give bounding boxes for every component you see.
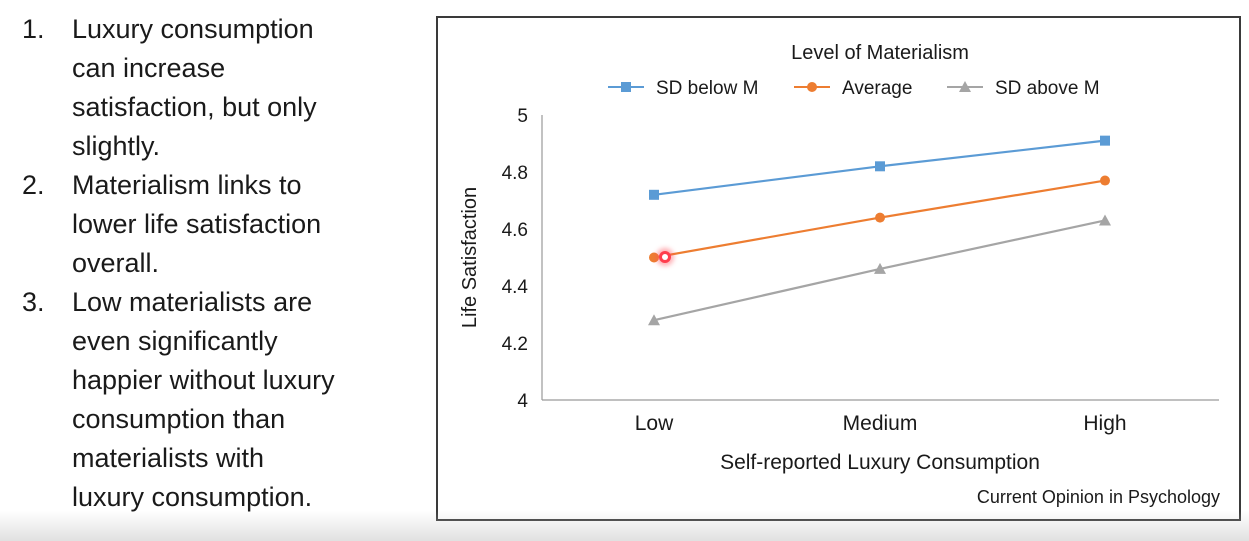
data-point — [875, 212, 885, 223]
source-caption: Current Opinion in Psychology — [977, 487, 1220, 507]
bullet-number: 3. — [22, 287, 45, 317]
y-tick-label: 4.2 — [502, 334, 528, 355]
bullet-list: 1. Luxury consumption can increase satisfac… — [22, 10, 422, 517]
legend-title: Level of Materialism — [791, 42, 969, 64]
bullet-text-line: luxury consumption. — [72, 482, 313, 512]
y-axis-title: Life Satisfaction — [459, 187, 481, 328]
data-point — [1100, 135, 1110, 146]
chart-frame: 4 4.2 4.4 4.6 4.8 5 Low Medium High Self-reported… — [436, 16, 1241, 521]
data-point — [649, 189, 659, 200]
y-tick-label: 4 — [517, 391, 528, 412]
bullet-text-line: Luxury consumption — [72, 14, 314, 44]
x-axis-title: Self-reported Luxury Consumption — [720, 451, 1040, 474]
bullet-number: 2. — [22, 170, 45, 200]
bullet-text-line: materialists with — [72, 443, 265, 473]
bullet-point: 1. Luxury consumption can increase satisfac… — [22, 10, 422, 166]
data-point — [648, 314, 660, 326]
bullet-point: 2. Materialism links to lower life satisfa… — [22, 166, 422, 283]
bullet-text-line: Materialism links to — [72, 170, 302, 200]
legend-entry: SD above M — [995, 78, 1100, 99]
bullet-text-line: overall. — [72, 248, 160, 278]
x-tick-label: High — [1083, 412, 1126, 435]
data-point — [874, 262, 886, 274]
bullet-text-line: lower life satisfaction — [72, 209, 322, 239]
bullet-text-line: can increase — [72, 53, 226, 83]
legend-marker — [959, 81, 971, 92]
legend-entry: SD below M — [656, 78, 758, 99]
legend-marker — [807, 82, 817, 92]
line-chart: 4 4.2 4.4 4.6 4.8 5 Low Medium High Self-reported… — [459, 42, 1220, 507]
data-point — [649, 252, 659, 263]
y-tick-label: 5 — [517, 106, 528, 127]
bullet-point: 3. Low materialists are even significantly… — [22, 283, 422, 517]
bullet-text-line: even significantly — [72, 326, 278, 356]
bullet-text-line: slightly. — [72, 131, 161, 161]
data-point — [1100, 175, 1110, 186]
x-tick-label: Medium — [843, 412, 918, 435]
y-tick-label: 4.6 — [502, 220, 528, 241]
y-tick-label: 4.4 — [502, 277, 529, 298]
data-point — [1099, 214, 1111, 226]
pointer-cursor-icon — [659, 251, 671, 263]
legend-marker — [621, 82, 631, 92]
bullet-text-line: happier without luxury — [72, 365, 335, 395]
bullet-text-line: satisfaction, but only — [72, 92, 317, 122]
bullet-text-line: consumption than — [72, 404, 286, 434]
legend-entry: Average — [842, 78, 912, 99]
bullet-text-line: Low materialists are — [72, 287, 313, 317]
y-tick-label: 4.8 — [502, 163, 528, 184]
x-tick-label: Low — [635, 412, 674, 435]
data-point — [875, 161, 885, 172]
bullet-number: 1. — [22, 14, 45, 44]
